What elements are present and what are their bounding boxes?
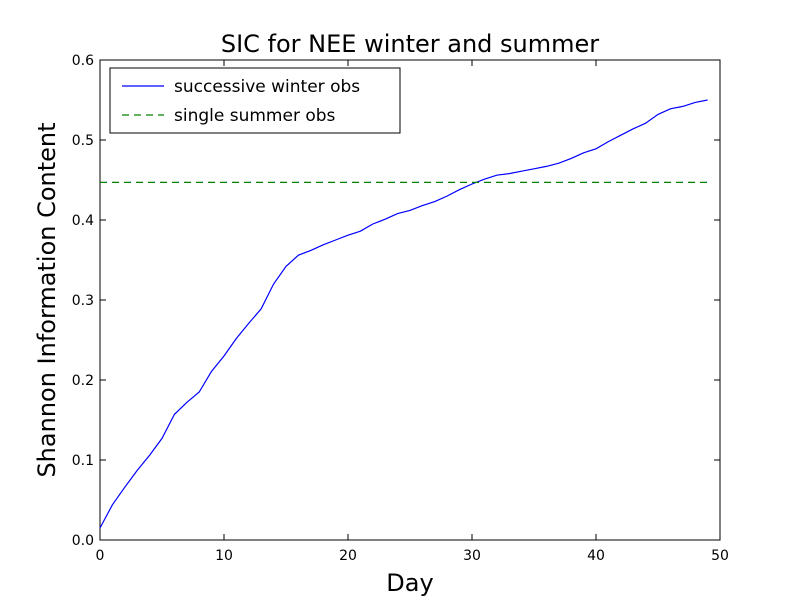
x-tick-label: 0 xyxy=(96,548,105,564)
y-tick-label: 0.1 xyxy=(72,453,94,469)
y-tick-label: 0.2 xyxy=(72,373,94,389)
x-tick-label: 10 xyxy=(215,548,233,564)
legend-label-single-summer-obs: single summer obs xyxy=(174,106,336,126)
x-tick-label: 30 xyxy=(463,548,481,564)
legend-frame xyxy=(109,67,401,134)
plot-area xyxy=(99,59,721,541)
legend-label-successive-winter-obs: successive winter obs xyxy=(174,77,360,97)
y-tick-label: 0.3 xyxy=(72,293,94,309)
y-tick-label: 0.6 xyxy=(72,53,94,69)
x-tick-label: 50 xyxy=(711,548,729,564)
y-axis-label: Shannon Information Content xyxy=(33,122,61,477)
chart-title: SIC for NEE winter and summer xyxy=(221,30,599,58)
y-tick-label: 0.4 xyxy=(72,213,94,229)
x-tick-label: 20 xyxy=(339,548,357,564)
legend: successive winter obs single summer obs xyxy=(109,67,401,134)
x-tick-label: 40 xyxy=(587,548,605,564)
axis-ticks xyxy=(99,59,721,541)
y-tick-label: 0.0 xyxy=(72,533,94,549)
series-lines xyxy=(99,99,708,529)
x-axis-label: Day xyxy=(386,569,433,597)
series-line-successive-winter-obs xyxy=(99,99,708,529)
tick-labels: 0 10 20 30 40 50 0.0 0.1 0.2 0.3 0.4 0.5 0.6 xyxy=(72,53,729,564)
y-tick-label: 0.5 xyxy=(72,133,94,149)
